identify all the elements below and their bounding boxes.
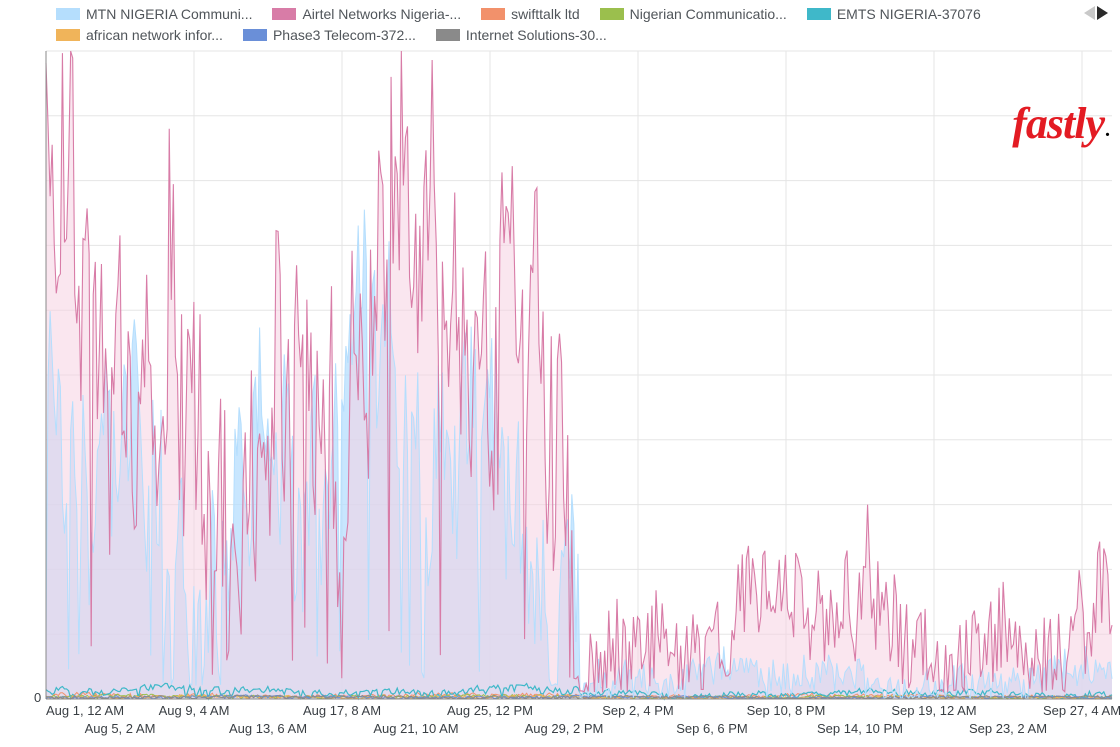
- legend-label: Airtel Networks Nigeria-...: [302, 6, 461, 22]
- legend-next-icon[interactable]: [1097, 6, 1108, 20]
- x-axis-label: Aug 5, 2 AM: [85, 721, 156, 736]
- legend-item[interactable]: EMTS NIGERIA-37076: [807, 6, 981, 22]
- legend-swatch: [807, 8, 831, 20]
- brand-logo-dot: .: [1105, 119, 1109, 141]
- x-axis-label: Aug 29, 2 PM: [525, 721, 604, 736]
- legend-swatch: [481, 8, 505, 20]
- y-axis-zero-label: 0: [34, 690, 41, 705]
- legend-label: african network infor...: [86, 27, 223, 43]
- x-axis-label: Aug 9, 4 AM: [159, 703, 230, 718]
- legend-swatch: [600, 8, 624, 20]
- x-axis-label: Sep 10, 8 PM: [747, 703, 826, 718]
- legend-prev-icon[interactable]: [1084, 6, 1095, 20]
- legend-item[interactable]: Phase3 Telecom-372...: [243, 27, 416, 43]
- legend-item[interactable]: Internet Solutions-30...: [436, 27, 607, 43]
- legend-item[interactable]: Airtel Networks Nigeria-...: [272, 6, 461, 22]
- x-axis-label: Sep 2, 4 PM: [602, 703, 674, 718]
- legend-label: EMTS NIGERIA-37076: [837, 6, 981, 22]
- x-axis-label: Sep 14, 10 PM: [817, 721, 903, 736]
- legend-item[interactable]: Nigerian Communicatio...: [600, 6, 787, 22]
- brand-logo: fastly.: [1012, 102, 1108, 146]
- legend-swatch: [56, 8, 80, 20]
- x-axis-label: Aug 21, 10 AM: [373, 721, 458, 736]
- x-axis-label: Sep 27, 4 AM: [1043, 703, 1120, 718]
- legend-nav: [1084, 6, 1108, 20]
- x-axis-label: Sep 6, 6 PM: [676, 721, 748, 736]
- legend-label: Nigerian Communicatio...: [630, 6, 787, 22]
- x-axis-label: Aug 1, 12 AM: [46, 703, 124, 718]
- legend-label: MTN NIGERIA Communi...: [86, 6, 252, 22]
- chart-svg: [0, 48, 1120, 747]
- legend-label: Phase3 Telecom-372...: [273, 27, 416, 43]
- legend-item[interactable]: african network infor...: [56, 27, 223, 43]
- legend-item[interactable]: swifttalk ltd: [481, 6, 579, 22]
- chart-area: fastly. 0 Aug 1, 12 AM Aug 9, 4 AM Aug 17,…: [0, 48, 1120, 747]
- x-axis-label: Aug 17, 8 AM: [303, 703, 381, 718]
- brand-logo-text: fastly: [1012, 99, 1104, 148]
- legend-swatch: [272, 8, 296, 20]
- legend-label: Internet Solutions-30...: [466, 27, 607, 43]
- x-axis-label: Sep 19, 12 AM: [891, 703, 976, 718]
- legend-label: swifttalk ltd: [511, 6, 579, 22]
- legend-swatch: [243, 29, 267, 41]
- legend-item[interactable]: MTN NIGERIA Communi...: [56, 6, 252, 22]
- legend-swatch: [436, 29, 460, 41]
- x-axis-label: Aug 25, 12 PM: [447, 703, 533, 718]
- x-axis-label: Aug 13, 6 AM: [229, 721, 307, 736]
- legend: MTN NIGERIA Communi... Airtel Networks Ni…: [0, 0, 1120, 48]
- x-axis-label: Sep 23, 2 AM: [969, 721, 1047, 736]
- legend-swatch: [56, 29, 80, 41]
